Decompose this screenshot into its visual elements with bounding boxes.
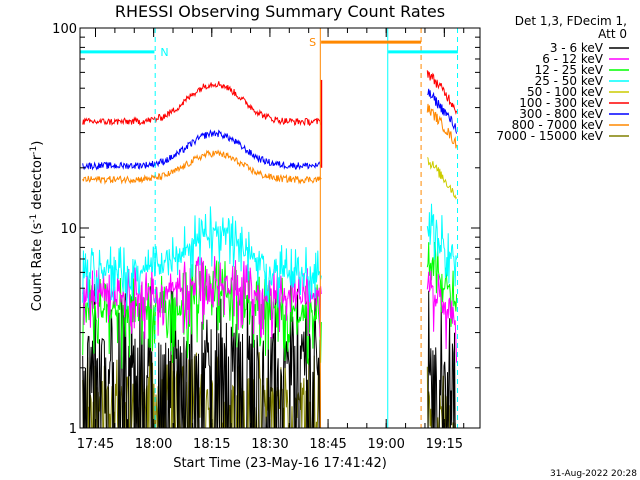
series-line-800-7000-kev-kev-segment2: [426, 103, 458, 149]
legend-header-line1: Det 1,3, FDecim 1,: [515, 14, 627, 28]
legend-label-800-7000-kev-kev: 800 - 7000 keV: [512, 118, 604, 132]
x-tick-label-1845: 18:45: [309, 437, 346, 452]
data-group: [80, 28, 459, 428]
flag-label-s: S: [309, 36, 316, 49]
legend-label-50-100-kev-kev: 50 - 100 keV: [527, 85, 604, 99]
series-line-6-12-kev-kev-segment1: [82, 256, 322, 340]
chart-title: RHESSI Observing Summary Count Rates: [115, 2, 445, 21]
x-tick-label-1745: 17:45: [77, 437, 114, 452]
x-tick-label-1800: 18:00: [135, 437, 172, 452]
series-line-300-800-kev-kev-segment1: [82, 129, 322, 171]
y-axis-label-mid: detector: [30, 154, 45, 214]
y-axis-label: Count Rate (s-1 detector-1): [29, 141, 45, 312]
series-line-25-50-kev-kev-segment1: [82, 206, 322, 310]
series-line-3-6-kev-kev-segment1: [82, 283, 322, 428]
y-tick-label-10: 10: [60, 222, 77, 237]
y-axis-label-sup2: -1: [29, 146, 39, 155]
x-tick-label-1915: 19:15: [426, 437, 463, 452]
x-tick-label-1900: 19:00: [367, 437, 404, 452]
x-tick-label-1815: 18:15: [193, 437, 230, 452]
legend-label-12-25-kev-kev: 12 - 25 keV: [535, 63, 604, 77]
footer-timestamp: 31-Aug-2022 20:28: [550, 469, 637, 479]
legend-label-25-50-kev-kev: 25 - 50 keV: [535, 74, 604, 88]
y-tick-label-100: 100: [52, 22, 77, 37]
y-axis-label-main: Count Rate (s: [30, 223, 45, 312]
series-line-6-12-kev-kev-segment2: [426, 270, 458, 363]
y-axis-label-sup1: -1: [29, 214, 39, 223]
x-axis-label: Start Time (23-May-16 17:41:42): [173, 456, 387, 471]
series-line-3-6-kev-kev-segment2: [427, 290, 456, 428]
legend-label-3-6-kev-kev: 3 - 6 keV: [550, 41, 604, 55]
flag-label-n: N: [160, 46, 168, 59]
series-line-300-800-kev-kev-segment2: [427, 88, 458, 134]
series-line-25-50-kev-kev-segment2: [426, 203, 458, 287]
y-tick-label-1: 1: [69, 422, 77, 437]
legend-label-7000-15000-kev-kev: 7000 - 15000 keV: [496, 129, 603, 143]
legend-header-line2: Att 0: [598, 27, 627, 41]
legend-label-6-12-kev-kev: 6 - 12 keV: [542, 52, 604, 66]
series-line-100-300-kev-kev-segment2: [426, 70, 458, 115]
legend-label-100-300-kev-kev: 100 - 300 keV: [519, 96, 603, 110]
series-line-100-300-kev-kev-segment1: [82, 81, 322, 127]
plot-layer: N S 1 10 100 17:45 18:00 18:15 18:30 18:45 19:00 19…: [52, 22, 481, 452]
series-line-800-7000-kev-kev-segment1: [82, 149, 322, 185]
legend-label-300-800-kev-kev: 300 - 800 keV: [519, 107, 603, 121]
series-line-50-100-kev-kev-segment2: [427, 157, 458, 200]
x-tick-label-1830: 18:30: [251, 437, 288, 452]
y-axis-label-end: ): [30, 141, 45, 146]
